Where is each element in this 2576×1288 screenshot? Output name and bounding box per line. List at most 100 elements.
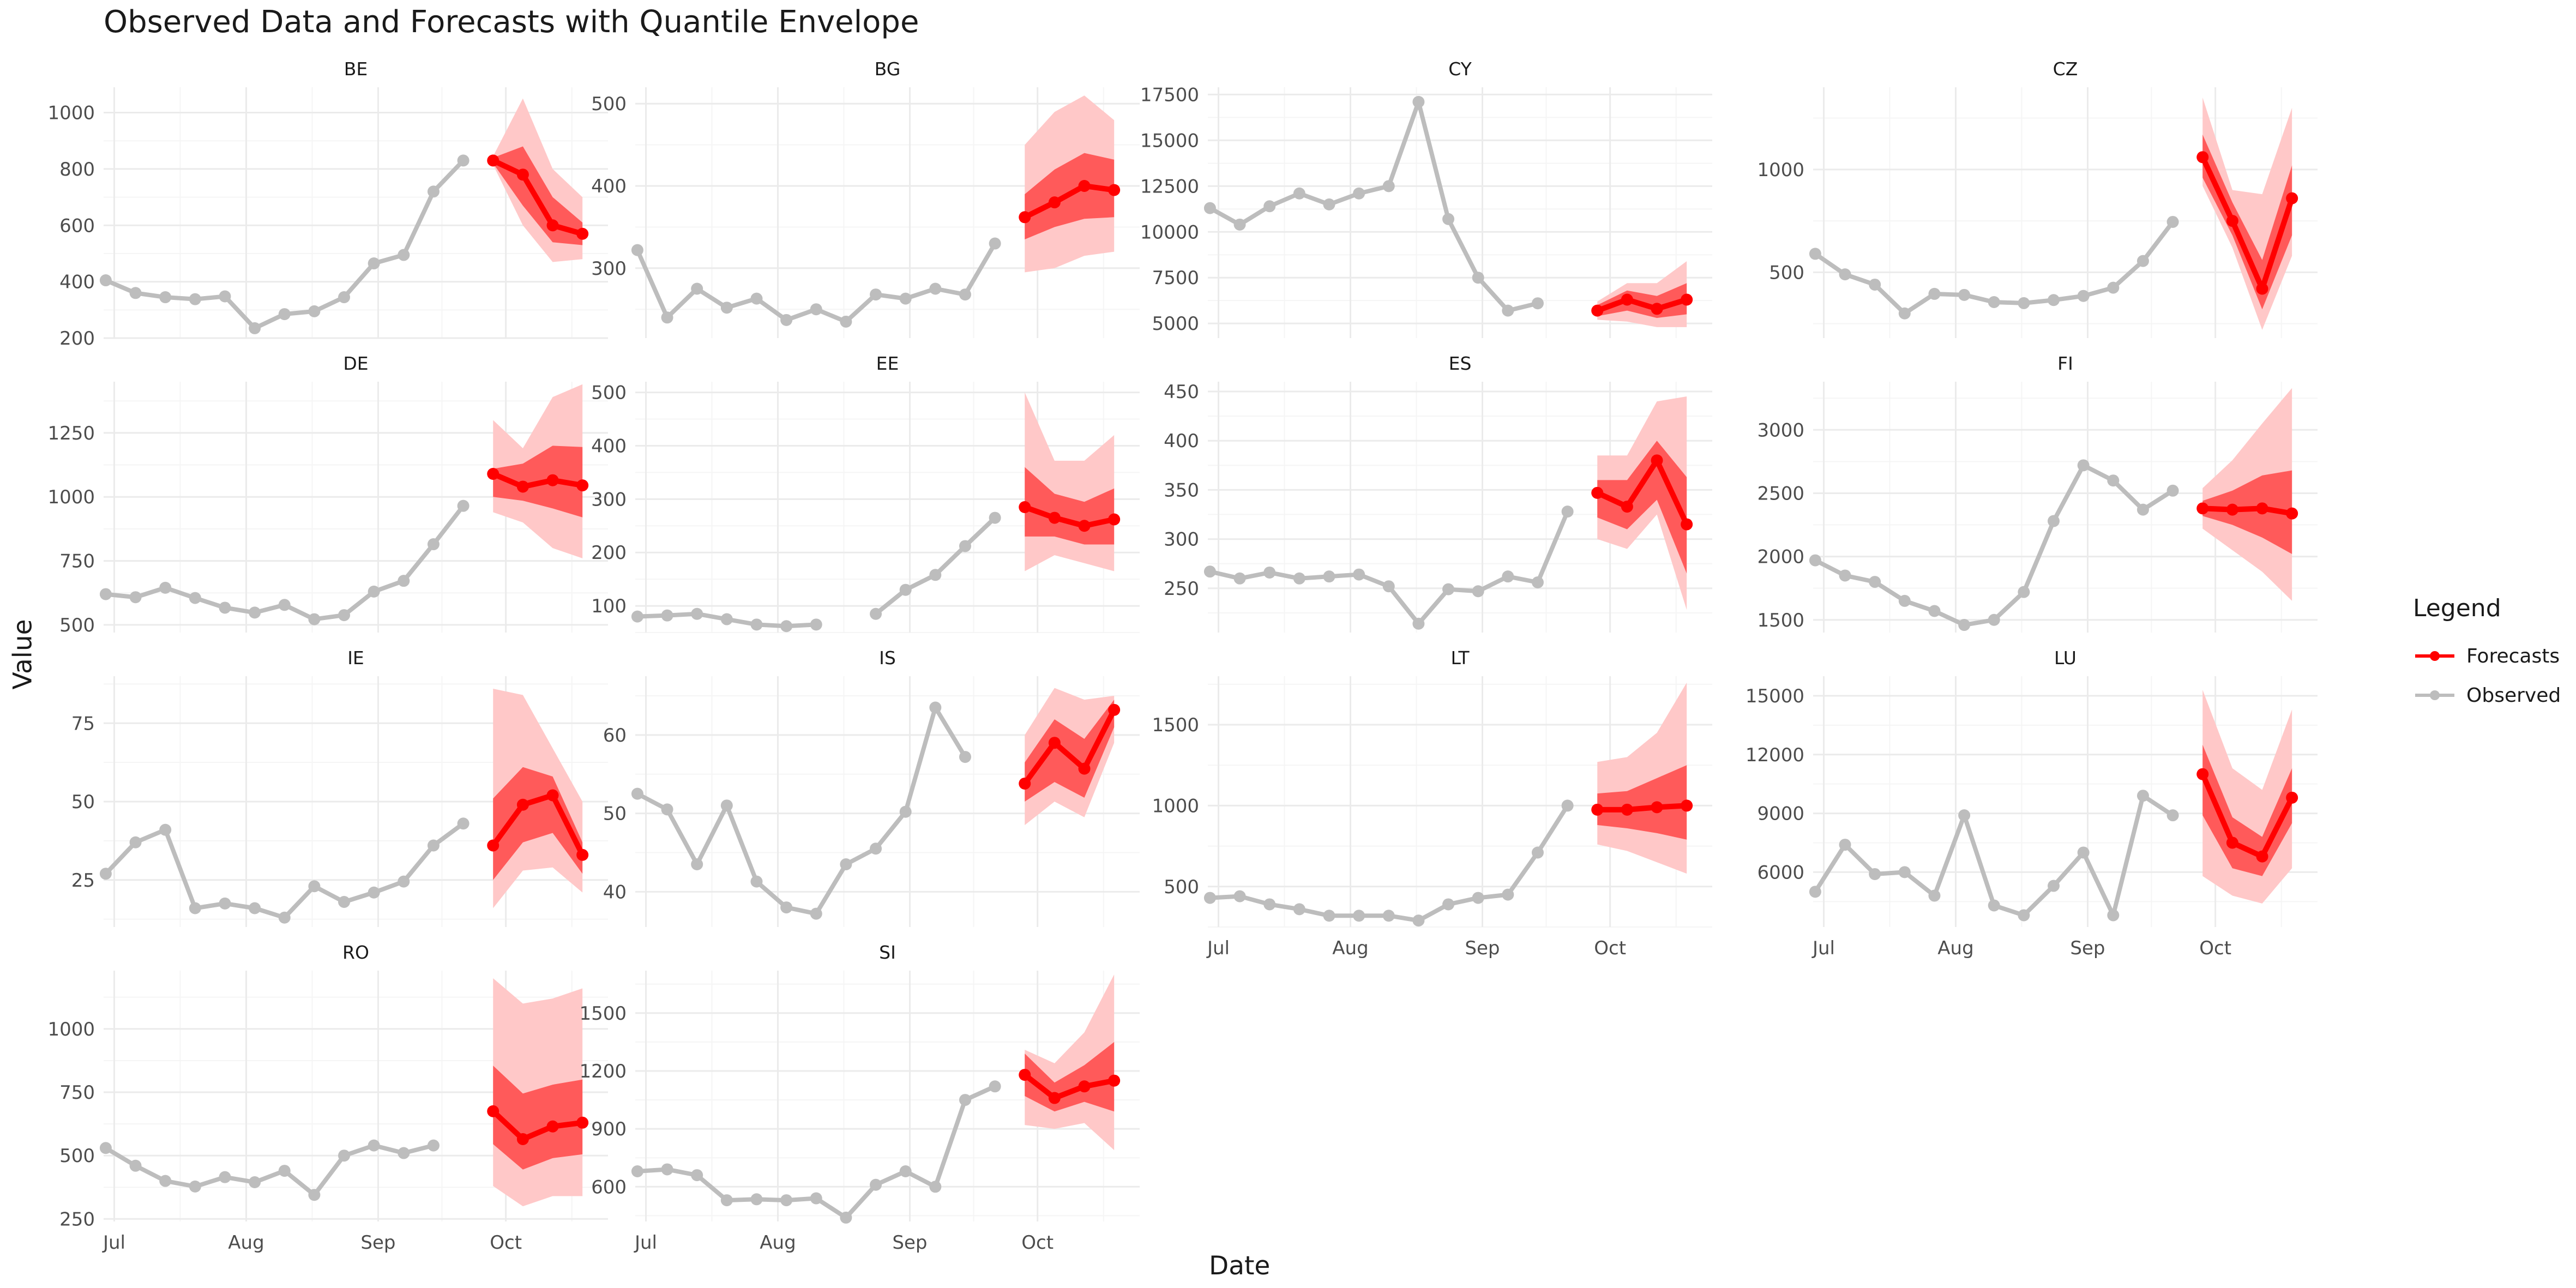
observed-point (1869, 278, 1881, 291)
y-tick-label: 1500 (1757, 610, 1804, 631)
y-tick-label: 450 (1164, 381, 1199, 403)
y-tick-label: 1000 (47, 103, 95, 124)
observed-point (661, 803, 673, 816)
forecast-line (1594, 297, 1690, 314)
forecast-point (2286, 192, 2298, 204)
y-tick-label: 6000 (1757, 862, 1804, 883)
observed-point (989, 511, 1001, 524)
forecast-point (1019, 777, 1031, 790)
forecast-point (546, 474, 559, 486)
panel-de: DE 500 750 1000 1250 (47, 353, 608, 636)
forecast-point (1621, 803, 1633, 816)
y-tick-label: 25 (71, 870, 95, 892)
x-tick-label: Sep (360, 1232, 395, 1254)
forecast-line (2200, 771, 2295, 859)
observed-point (1382, 180, 1395, 192)
forecast-line (2200, 154, 2295, 292)
panel-ro: RO 250 500 750 1000 Jul Aug Sep Oct (47, 942, 608, 1254)
observed-point (1898, 866, 1911, 878)
observed-point (338, 896, 351, 908)
observed-point (1809, 554, 1821, 567)
y-tick-label: 500 (591, 382, 627, 404)
panel-lu: LU 6000 9000 12000 15000 Jul Aug Sep Oct (1746, 647, 2318, 959)
forecast-point (1108, 513, 1121, 526)
forecast-point (546, 219, 559, 232)
forecast-point (1108, 184, 1121, 196)
observed-point (870, 288, 882, 301)
panel-title-es: ES (1449, 353, 1472, 374)
forecast-point (1108, 703, 1121, 716)
legend-key-forecasts (2415, 651, 2454, 661)
forecast-line (2200, 505, 2295, 516)
y-tick-label: 1000 (47, 1019, 95, 1040)
observed-point (219, 601, 231, 614)
observed-point (189, 1180, 201, 1193)
forecast-point (1591, 486, 1604, 499)
observed-point (308, 613, 321, 625)
x-tick-label: Sep (892, 1232, 927, 1254)
x-tick-label: Oct (1021, 1232, 1054, 1254)
observed-point (899, 583, 912, 596)
observed-point (368, 1139, 380, 1152)
observed-point (1203, 892, 1216, 904)
panel-title-cz: CZ (2053, 58, 2078, 80)
observed-point (1869, 576, 1881, 588)
observed-point (1442, 583, 1455, 595)
observed-point (810, 618, 822, 631)
observed-point (2166, 484, 2179, 497)
forecast-point (1078, 762, 1091, 775)
observed-point (870, 842, 882, 855)
observed-point (840, 858, 852, 870)
observed-point (810, 907, 822, 920)
observed-point (1561, 505, 1574, 518)
observed-point (1869, 868, 1881, 880)
y-tick-label: 900 (591, 1118, 627, 1140)
observed-line (1207, 99, 1540, 313)
x-tick-label: Oct (2199, 937, 2231, 959)
forecast-point (2226, 503, 2238, 516)
observed-point (1839, 569, 1851, 582)
band-inner (1597, 765, 1687, 840)
observed-point (631, 787, 643, 800)
observed-point (959, 751, 971, 763)
panel-title-be: BE (344, 58, 368, 80)
observed-point (929, 701, 942, 714)
observed-line (103, 821, 466, 920)
y-tick-label: 1000 (47, 486, 95, 508)
forecast-line (1022, 183, 1117, 220)
observed-point (750, 1193, 763, 1206)
panel-title-si: SI (879, 942, 896, 963)
observed-point (720, 302, 733, 314)
panel-title-fi: FI (2057, 353, 2073, 374)
observed-point (278, 1165, 291, 1177)
observed-point (1531, 297, 1544, 310)
observed-point (899, 292, 912, 305)
y-tick-label: 50 (71, 791, 95, 813)
observed-point (368, 257, 380, 270)
band-inner (493, 767, 583, 880)
panel-title-bg: BG (875, 58, 901, 80)
observed-point (1293, 572, 1305, 585)
observed-point (398, 1147, 410, 1159)
y-tick-label: 17500 (1140, 84, 1199, 106)
observed-point (398, 249, 410, 261)
y-tick-label: 1250 (47, 423, 95, 444)
observed-point (2136, 790, 2149, 802)
y-tick-label: 400 (591, 435, 627, 457)
observed-point (870, 1178, 882, 1191)
x-tick-label: Jul (634, 1232, 657, 1254)
y-tick-label: 3000 (1757, 419, 1804, 441)
legend-item-forecasts: Forecasts (2413, 636, 2561, 676)
chart-title: Observed Data and Forecasts with Quantil… (104, 4, 919, 40)
forecast-line (490, 158, 586, 237)
observed-point (129, 836, 142, 848)
observed-point (129, 591, 142, 604)
legend-key-observed (2415, 690, 2454, 700)
y-tick-label: 5000 (1152, 313, 1199, 335)
observed-point (1353, 568, 1365, 581)
observed-point (1958, 809, 1971, 822)
forecast-point (1591, 803, 1604, 816)
observed-point (1502, 570, 1514, 583)
